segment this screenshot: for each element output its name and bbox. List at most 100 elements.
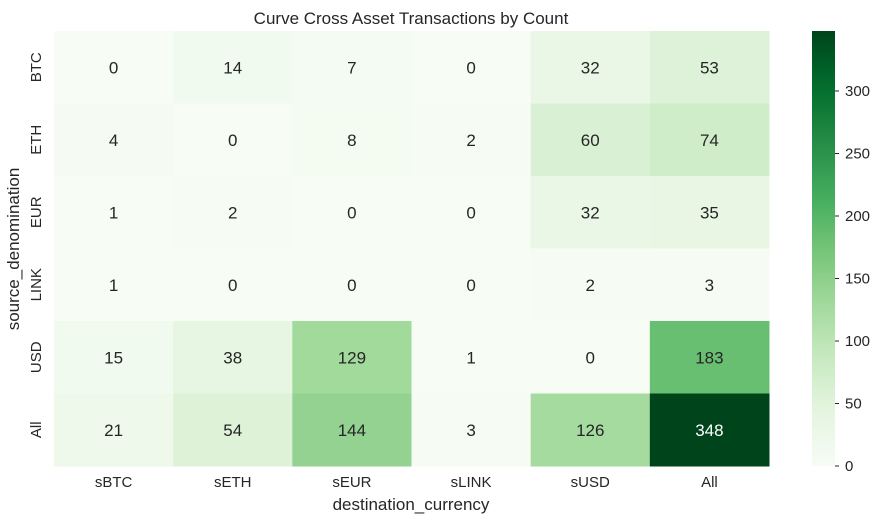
cell-value-label: 0 [228,276,237,295]
heatmap-cell [411,321,532,394]
heatmap-cell [530,176,651,249]
heatmap-cell [411,393,532,467]
cell-value-label: 0 [109,58,118,77]
cell-value-label: 0 [347,203,356,222]
heatmap-cell [54,31,174,104]
heatmap-cell [54,176,174,249]
cell-value-label: 53 [700,58,719,77]
cell-value-label: 348 [695,421,723,440]
colorbar-tick-label: 100 [845,333,870,350]
cell-value-label: 35 [700,203,719,222]
cell-value-label: 7 [347,58,356,77]
y-tick-label: BTC [28,52,45,82]
heatmap-cell [173,31,293,104]
cell-value-label: 0 [586,348,595,367]
heatmap-cell [292,176,412,249]
heatmap-cell [292,321,412,394]
heatmap-cell [173,248,293,322]
x-tick-label: sETH [214,474,252,491]
heatmap-cell [411,31,532,104]
cell-value-label: 2 [586,276,595,295]
cell-value-label: 15 [104,348,123,367]
x-tick-labels: sBTC sETH sEUR sLINK sUSD All [95,474,718,491]
x-tick-label: sBTC [95,474,133,491]
heatmap-cell [292,393,412,467]
cell-value-label: 32 [581,58,600,77]
heatmap-cell [649,31,770,104]
y-tick-label: EUR [28,196,45,228]
x-tick-label: All [701,474,718,491]
cell-value-label: 32 [581,203,600,222]
heatmap-cell [173,321,293,394]
heatmap-cell [292,31,412,104]
heatmap-cell [411,103,532,177]
heatmap-cell [530,321,651,394]
cell-value-label: 3 [705,276,714,295]
colorbar-tick-label: 300 [845,83,870,100]
cell-value-label: 0 [228,131,237,150]
cell-value-label: 2 [466,131,475,150]
heatmap-cell [411,248,532,322]
cell-value-label: 0 [466,203,475,222]
heatmap-cell [530,31,651,104]
heatmap-cell [54,393,174,467]
y-tick-label: All [28,421,45,438]
cell-value-label: 183 [695,348,723,367]
heatmap-cell [54,103,174,177]
cell-value-label: 1 [109,276,118,295]
heatmap-cell [649,248,770,322]
cell-value-label: 4 [109,131,118,150]
heatmap-cell [649,176,770,249]
y-tick-labels: BTC ETH EUR LINK USD All [28,52,45,438]
y-tick-label: LINK [28,268,45,301]
cell-value-label: 0 [466,58,475,77]
y-tick-label: USD [28,341,45,373]
cell-value-label: 1 [466,348,475,367]
colorbar-tick-label: 150 [845,271,870,288]
heatmap-cell [530,393,651,467]
colorbar-ticks: 0 50 100 150 200 250 300 [835,83,870,475]
heatmap-cell [411,176,532,249]
cell-value-label: 60 [581,131,600,150]
cell-value-label: 21 [104,421,123,440]
heatmap-cell [530,103,651,177]
cell-value-label: 8 [347,131,356,150]
x-tick-label: sEUR [332,474,371,491]
cell-value-label: 129 [338,348,366,367]
colorbar-tick-label: 0 [845,458,853,475]
x-axis-label: destination_currency [333,495,490,514]
cell-value-label: 0 [466,276,475,295]
heatmap-cell [530,248,651,322]
heatmap-cell [173,103,293,177]
heatmap-cell [54,321,174,394]
cell-value-label: 38 [223,348,242,367]
heatmap-cell [292,248,412,322]
colorbar [812,31,835,466]
chart-title: Curve Cross Asset Transactions by Count [254,9,569,28]
cell-value-label: 126 [576,421,604,440]
heatmap-cell [173,176,293,249]
cell-value-label: 3 [466,421,475,440]
heatmap-cell [292,103,412,177]
heatmap-cell [54,248,174,322]
cell-value-label: 2 [228,203,237,222]
y-axis-label: source_denomination [4,168,23,331]
colorbar-tick-label: 50 [845,396,862,413]
cell-value-label: 0 [347,276,356,295]
heatmap-cell [649,393,770,467]
x-tick-label: sLINK [451,474,492,491]
cell-value-label: 1 [109,203,118,222]
y-tick-label: ETH [28,125,45,155]
cell-value-label: 74 [700,131,719,150]
heatmap-cell [649,321,770,394]
x-tick-label: sUSD [571,474,610,491]
colorbar-tick-label: 200 [845,208,870,225]
cell-value-label: 14 [223,58,242,77]
colorbar-tick-label: 250 [845,146,870,163]
heatmap-cell [173,393,293,467]
cell-value-label: 54 [223,421,242,440]
cell-value-label: 144 [338,421,366,440]
heatmap-cell [649,103,770,177]
heatmap-cells: 0 14 7 0 32 53 4 0 8 2 60 74 1 2 0 0 32 35 1 0 0 0 2 3 15 38 129 1 0… [54,31,770,467]
